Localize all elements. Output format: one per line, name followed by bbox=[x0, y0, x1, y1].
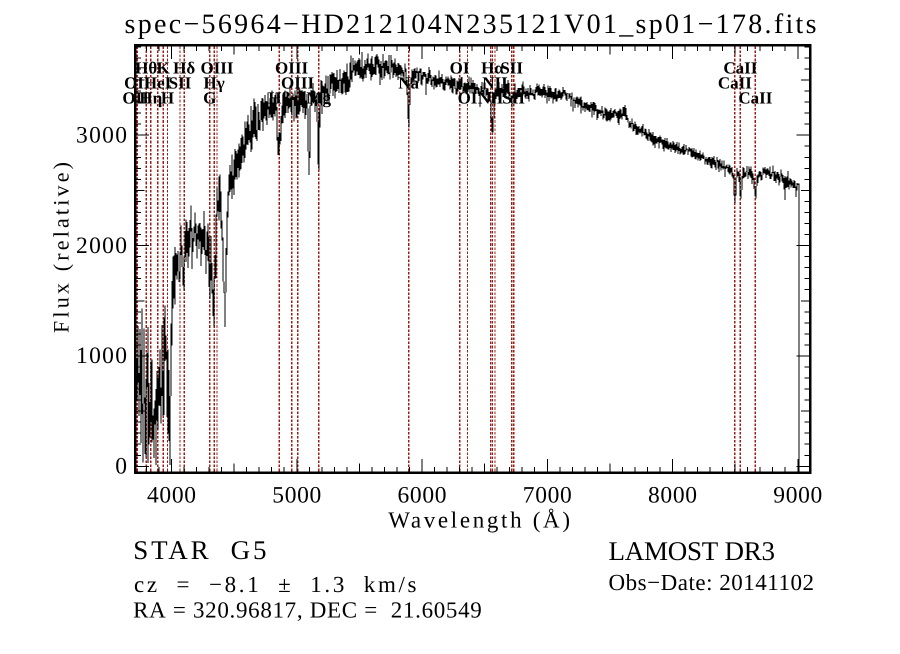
svg-text:G: G bbox=[203, 89, 216, 108]
svg-text:H: H bbox=[161, 89, 174, 108]
svg-text:OIII: OIII bbox=[281, 74, 314, 93]
svg-text:1000: 1000 bbox=[76, 343, 127, 369]
svg-text:K: K bbox=[156, 59, 170, 78]
svg-text:Wavelength (Å): Wavelength (Å) bbox=[388, 508, 570, 533]
svg-text:3000: 3000 bbox=[76, 123, 127, 149]
svg-text:OI: OI bbox=[450, 59, 470, 78]
svg-text:STAR G5: STAR G5 bbox=[133, 535, 266, 565]
svg-text:HeI: HeI bbox=[144, 74, 172, 93]
svg-text:OI: OI bbox=[458, 89, 478, 108]
svg-text:RA = 320.96817, DEC = 21.6054: RA = 320.96817, DEC = 21.60549 bbox=[133, 598, 482, 623]
svg-text:Hθ: Hθ bbox=[135, 59, 157, 78]
svg-text:5000: 5000 bbox=[272, 483, 321, 509]
svg-text:8000: 8000 bbox=[648, 483, 697, 509]
svg-text:9000: 9000 bbox=[773, 483, 822, 509]
svg-text:LAMOST DR3: LAMOST DR3 bbox=[609, 536, 776, 566]
svg-text:Hα: Hα bbox=[481, 59, 504, 78]
svg-text:7000: 7000 bbox=[523, 483, 572, 509]
svg-text:Hγ: Hγ bbox=[204, 74, 225, 93]
svg-text:Flux (relative): Flux (relative) bbox=[49, 162, 74, 333]
svg-text:Obs−Date: 20141102: Obs−Date: 20141102 bbox=[609, 570, 815, 595]
svg-text:SII: SII bbox=[169, 74, 192, 93]
svg-text:CaII: CaII bbox=[723, 59, 757, 78]
svg-text:0: 0 bbox=[115, 454, 127, 480]
svg-text:OII: OII bbox=[124, 74, 151, 93]
svg-text:OIII: OIII bbox=[275, 59, 308, 78]
svg-text:SII: SII bbox=[500, 59, 523, 78]
svg-text:2000: 2000 bbox=[76, 233, 127, 259]
svg-text:Hδ: Hδ bbox=[173, 59, 195, 78]
svg-text:CaII: CaII bbox=[718, 74, 752, 93]
svg-text:cz = −8.1 ± 1.3 km/s: cz = −8.1 ± 1.3 km/s bbox=[134, 572, 417, 597]
svg-text:6000: 6000 bbox=[398, 483, 447, 509]
svg-text:CaII: CaII bbox=[738, 89, 772, 108]
svg-text:OIII: OIII bbox=[200, 59, 233, 78]
svg-text:Hη: Hη bbox=[139, 89, 162, 108]
svg-text:4000: 4000 bbox=[147, 483, 196, 509]
svg-text:spec−56964−HD212104N235121V01_: spec−56964−HD212104N235121V01_sp01−178.f… bbox=[125, 9, 817, 40]
